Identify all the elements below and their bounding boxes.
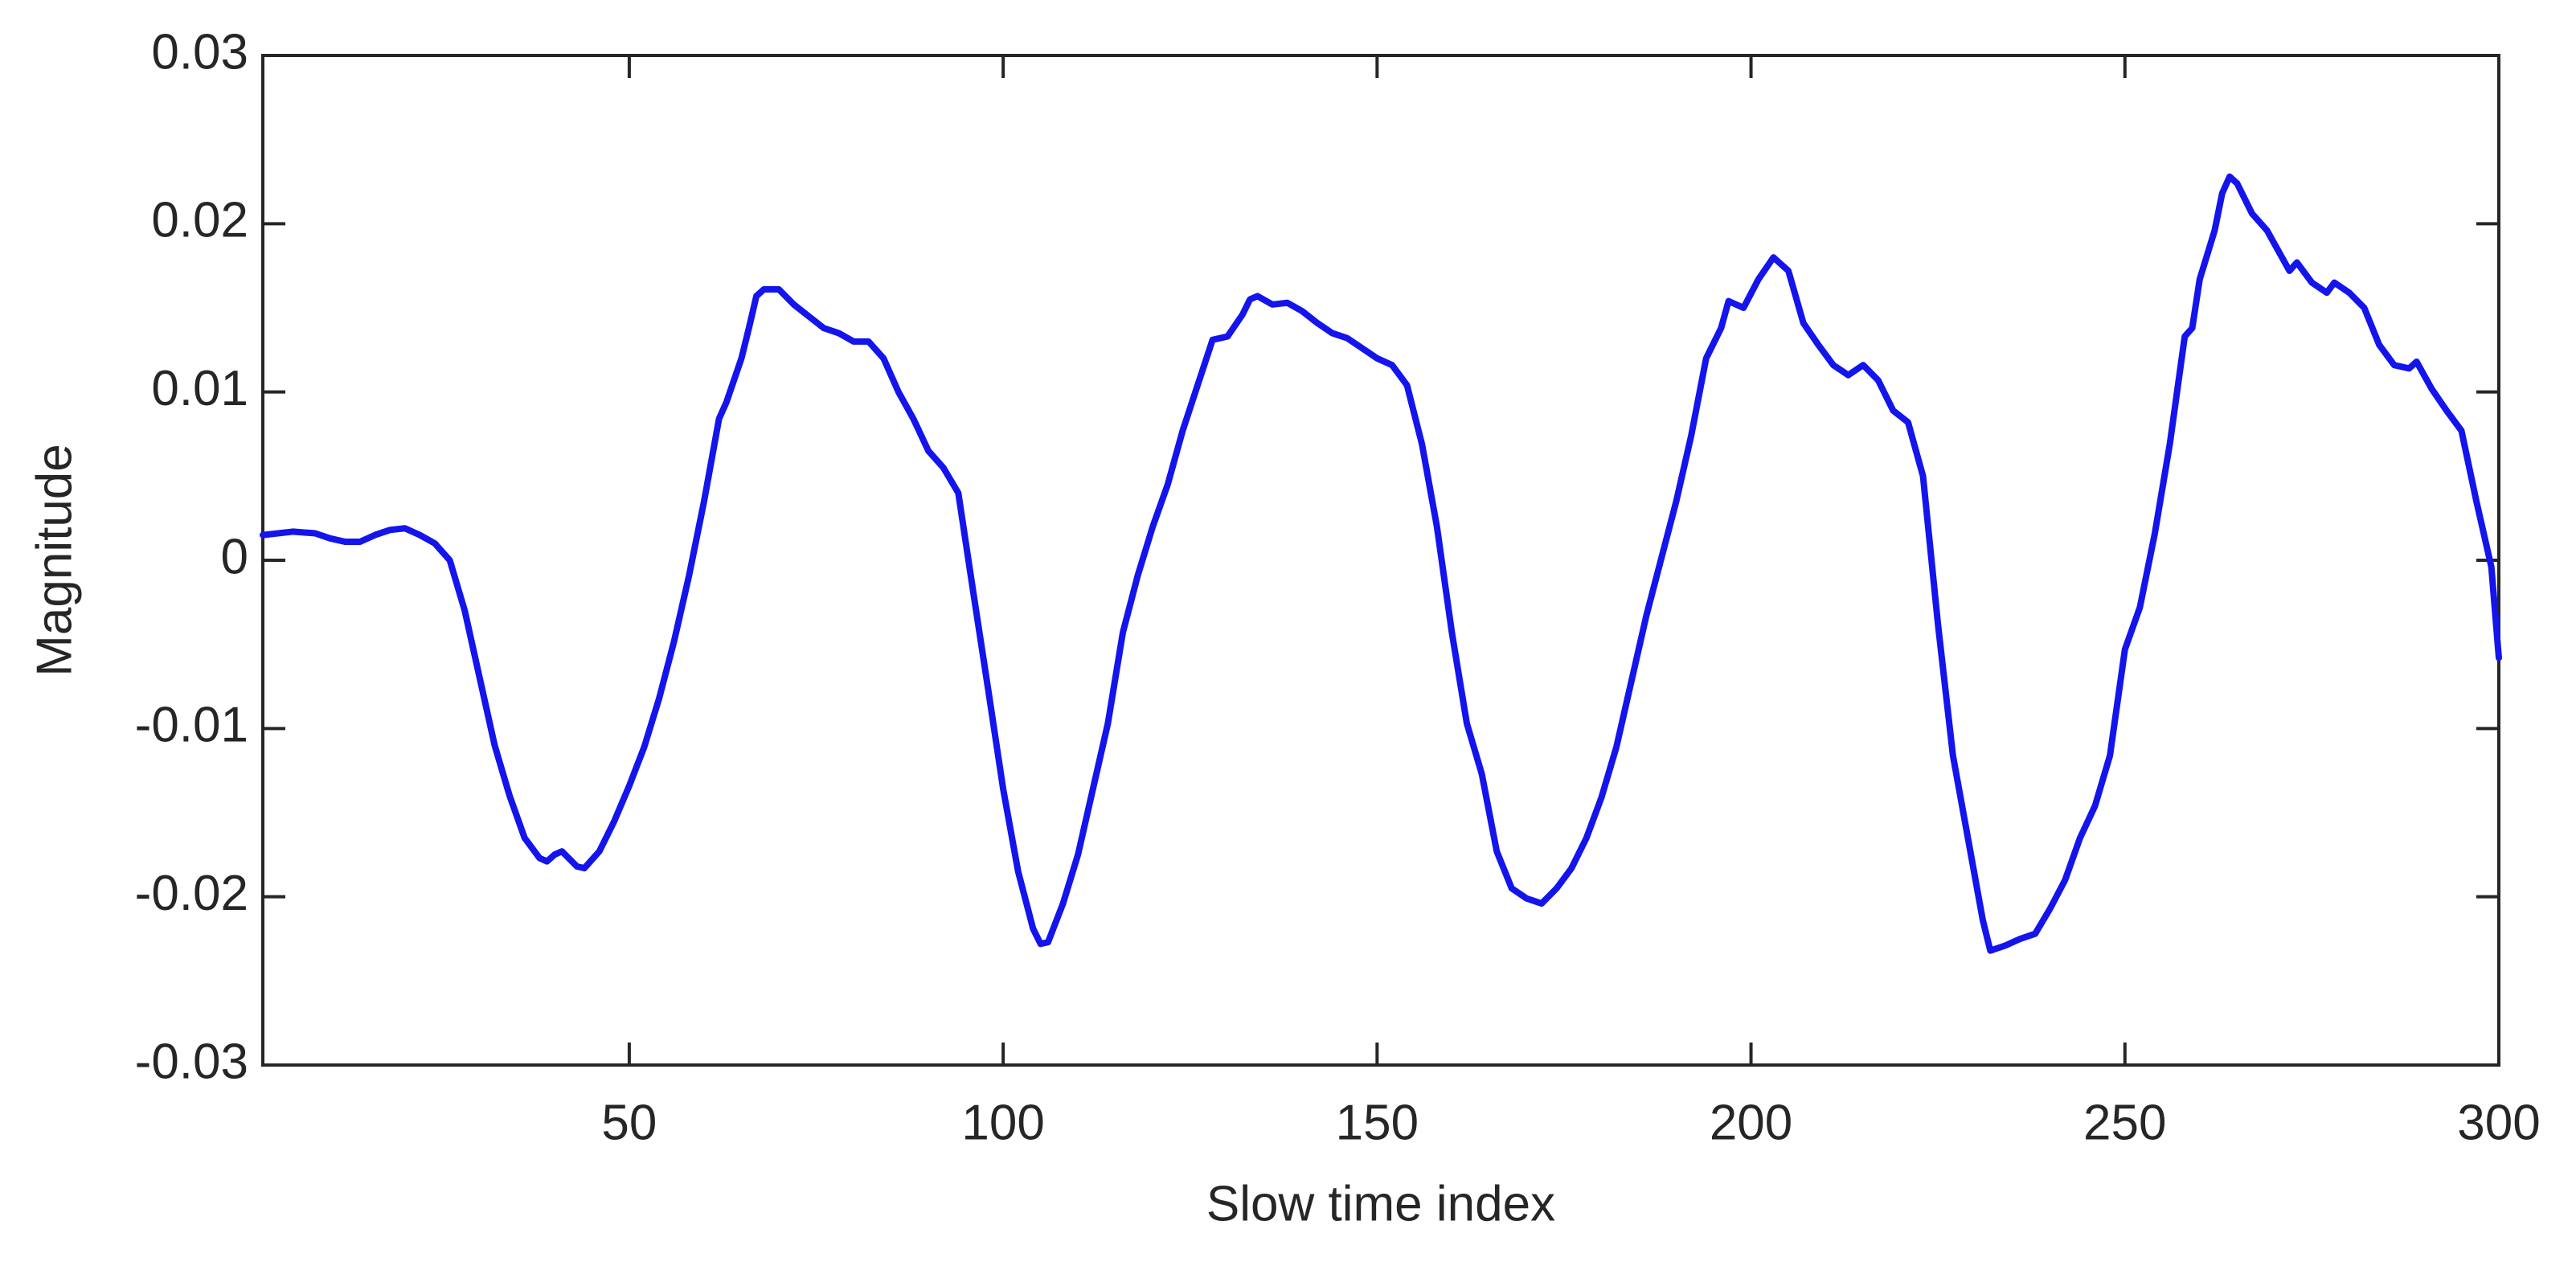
y-tick-label: -0.03 xyxy=(135,1034,248,1089)
y-tick-label: 0 xyxy=(221,529,248,584)
x-tick-label: 200 xyxy=(1710,1095,1792,1150)
x-tick-label: 50 xyxy=(601,1095,657,1150)
data-line xyxy=(260,173,2502,954)
x-tick-label: 300 xyxy=(2457,1095,2540,1150)
y-tick-label: 0.03 xyxy=(151,24,248,80)
y-tick-label: -0.01 xyxy=(135,698,248,753)
y-tick-label: 0.01 xyxy=(151,361,248,416)
x-tick-label: 250 xyxy=(2083,1095,2166,1150)
plot-frame xyxy=(261,54,2500,1067)
x-axis-label: Slow time index xyxy=(1206,1176,1555,1231)
x-tick-label: 100 xyxy=(961,1095,1044,1150)
y-axis-label: Magnitude xyxy=(27,444,82,677)
y-tick-label: -0.02 xyxy=(135,866,248,921)
y-tick-label: 0.02 xyxy=(151,193,248,248)
x-tick-label: 150 xyxy=(1336,1095,1419,1150)
